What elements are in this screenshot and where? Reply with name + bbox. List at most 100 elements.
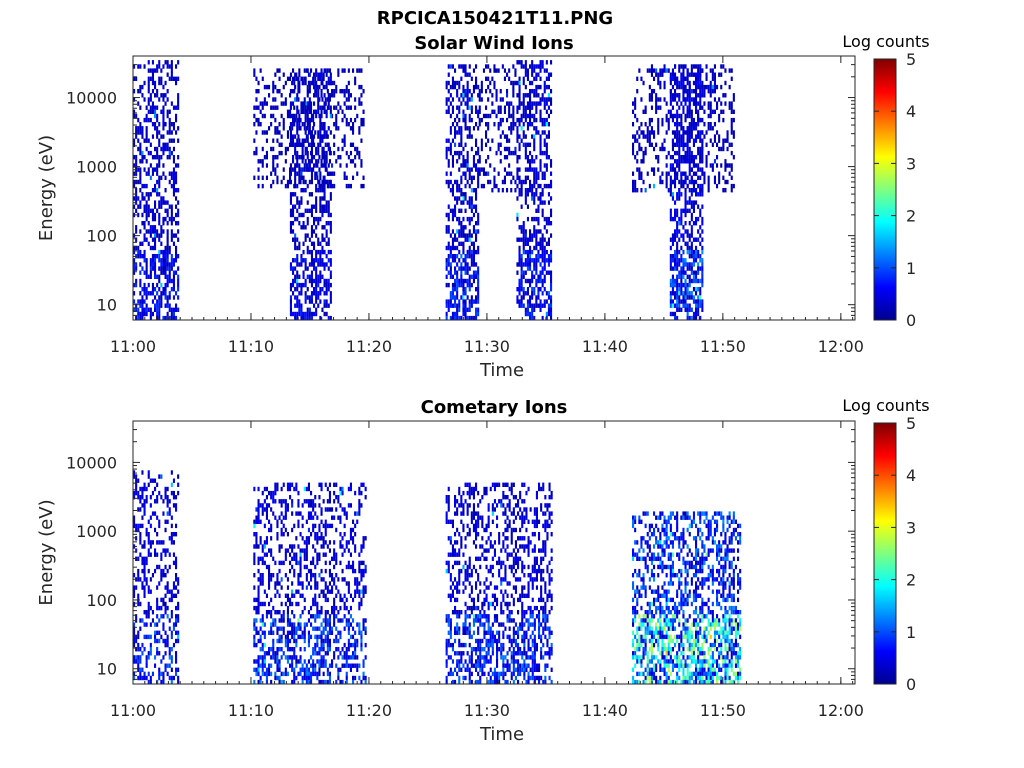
heatmap-cell (464, 175, 467, 180)
heatmap-cell (141, 183, 144, 189)
heatmap-cell (711, 72, 714, 77)
heatmap-cell (166, 130, 169, 135)
heatmap-cell (315, 204, 318, 209)
heatmap-cell (160, 634, 163, 640)
heatmap-cell (317, 105, 320, 110)
heatmap-cell (716, 183, 719, 189)
heatmap-cell (692, 274, 695, 279)
heatmap-cell (302, 258, 305, 263)
heatmap-cell (145, 270, 148, 275)
heatmap-cell (329, 179, 332, 185)
heatmap-cell (257, 585, 260, 590)
heatmap-cell (458, 241, 461, 246)
heatmap-cell (341, 68, 344, 73)
heatmap-cell (520, 254, 523, 259)
heatmap-cell (506, 89, 509, 94)
heatmap-cell (531, 311, 534, 317)
heatmap-cell (337, 155, 340, 160)
heatmap-cell (298, 68, 301, 73)
heatmap-cell (526, 188, 529, 193)
heatmap-cell (307, 511, 310, 516)
heatmap-cell (688, 101, 691, 106)
heatmap-cell (713, 175, 716, 180)
heatmap-cell (307, 515, 310, 520)
heatmap-cell (674, 315, 677, 321)
heatmap-cell (282, 126, 285, 131)
heatmap-cell (291, 622, 294, 627)
heatmap-cell (518, 175, 521, 180)
heatmap-cell (665, 183, 668, 189)
heatmap-cell (535, 254, 538, 259)
heatmap-cell (644, 146, 647, 152)
heatmap-cell (449, 245, 452, 251)
heatmap-cell (468, 278, 471, 284)
heatmap-cell (472, 163, 475, 168)
heatmap-cell (160, 614, 163, 619)
heatmap-cell (526, 68, 529, 73)
heatmap-cell (160, 495, 163, 500)
heatmap-cell (293, 667, 296, 672)
heatmap-cell (278, 659, 281, 664)
heatmap-cell (327, 266, 330, 271)
heatmap-cell (724, 179, 727, 185)
heatmap-cell (295, 589, 298, 594)
heatmap-cell (133, 626, 136, 631)
heatmap-cell (520, 262, 523, 267)
heatmap-cell (301, 675, 304, 681)
heatmap-cell (313, 245, 316, 251)
heatmap-cell (458, 150, 461, 156)
heatmap-cell (294, 167, 297, 172)
heatmap-cell (680, 266, 683, 271)
heatmap-cell (541, 237, 544, 242)
heatmap-cell (259, 581, 262, 586)
heatmap-cell (669, 291, 672, 296)
heatmap-cell (728, 101, 731, 106)
heatmap-cell (315, 282, 318, 288)
heatmap-cell (291, 647, 294, 652)
heatmap-cell (550, 196, 553, 201)
heatmap-cell (535, 208, 538, 213)
heatmap-cell (304, 113, 307, 119)
heatmap-cell (682, 303, 685, 308)
heatmap-cell (318, 179, 321, 185)
heatmap-cell (522, 233, 525, 238)
heatmap-cell (495, 183, 498, 189)
heatmap-cell (460, 126, 463, 131)
heatmap-cell (289, 655, 292, 660)
heatmap-cell (688, 113, 691, 119)
heatmap-cell (162, 573, 165, 578)
heatmap-cell (713, 80, 716, 86)
heatmap-cell (460, 229, 463, 234)
heatmap-cell (466, 254, 469, 259)
heatmap-cell (449, 208, 452, 213)
heatmap-cell (255, 117, 258, 123)
heatmap-cell (718, 138, 721, 143)
heatmap-cell (520, 270, 523, 275)
heatmap-cell (456, 183, 459, 189)
heatmap-cell (147, 229, 150, 234)
heatmap-cell (289, 200, 292, 205)
heatmap-cell (158, 175, 161, 180)
heatmap-cell (305, 585, 308, 590)
heatmap-cell (543, 175, 546, 180)
heatmap-cell (516, 287, 519, 292)
heatmap-cell (688, 196, 691, 201)
heatmap-cell (318, 167, 321, 172)
heatmap-cell (655, 93, 658, 98)
heatmap-cell (722, 93, 725, 98)
heatmap-cell (676, 163, 679, 168)
heatmap-cell (697, 163, 700, 168)
heatmap-cell (697, 130, 700, 135)
heatmap-cell (533, 200, 536, 205)
heatmap-cell (688, 179, 691, 185)
heatmap-cell (642, 179, 645, 185)
heatmap-cell (272, 84, 275, 90)
heatmap-cell (253, 523, 256, 529)
heatmap-cell (690, 155, 693, 160)
heatmap-cell (312, 499, 315, 504)
heatmap-cell (470, 188, 473, 193)
heatmap-cell (674, 233, 677, 238)
heatmap-cell (449, 274, 452, 279)
heatmap-cell (299, 560, 302, 566)
heatmap-cell (537, 303, 540, 308)
